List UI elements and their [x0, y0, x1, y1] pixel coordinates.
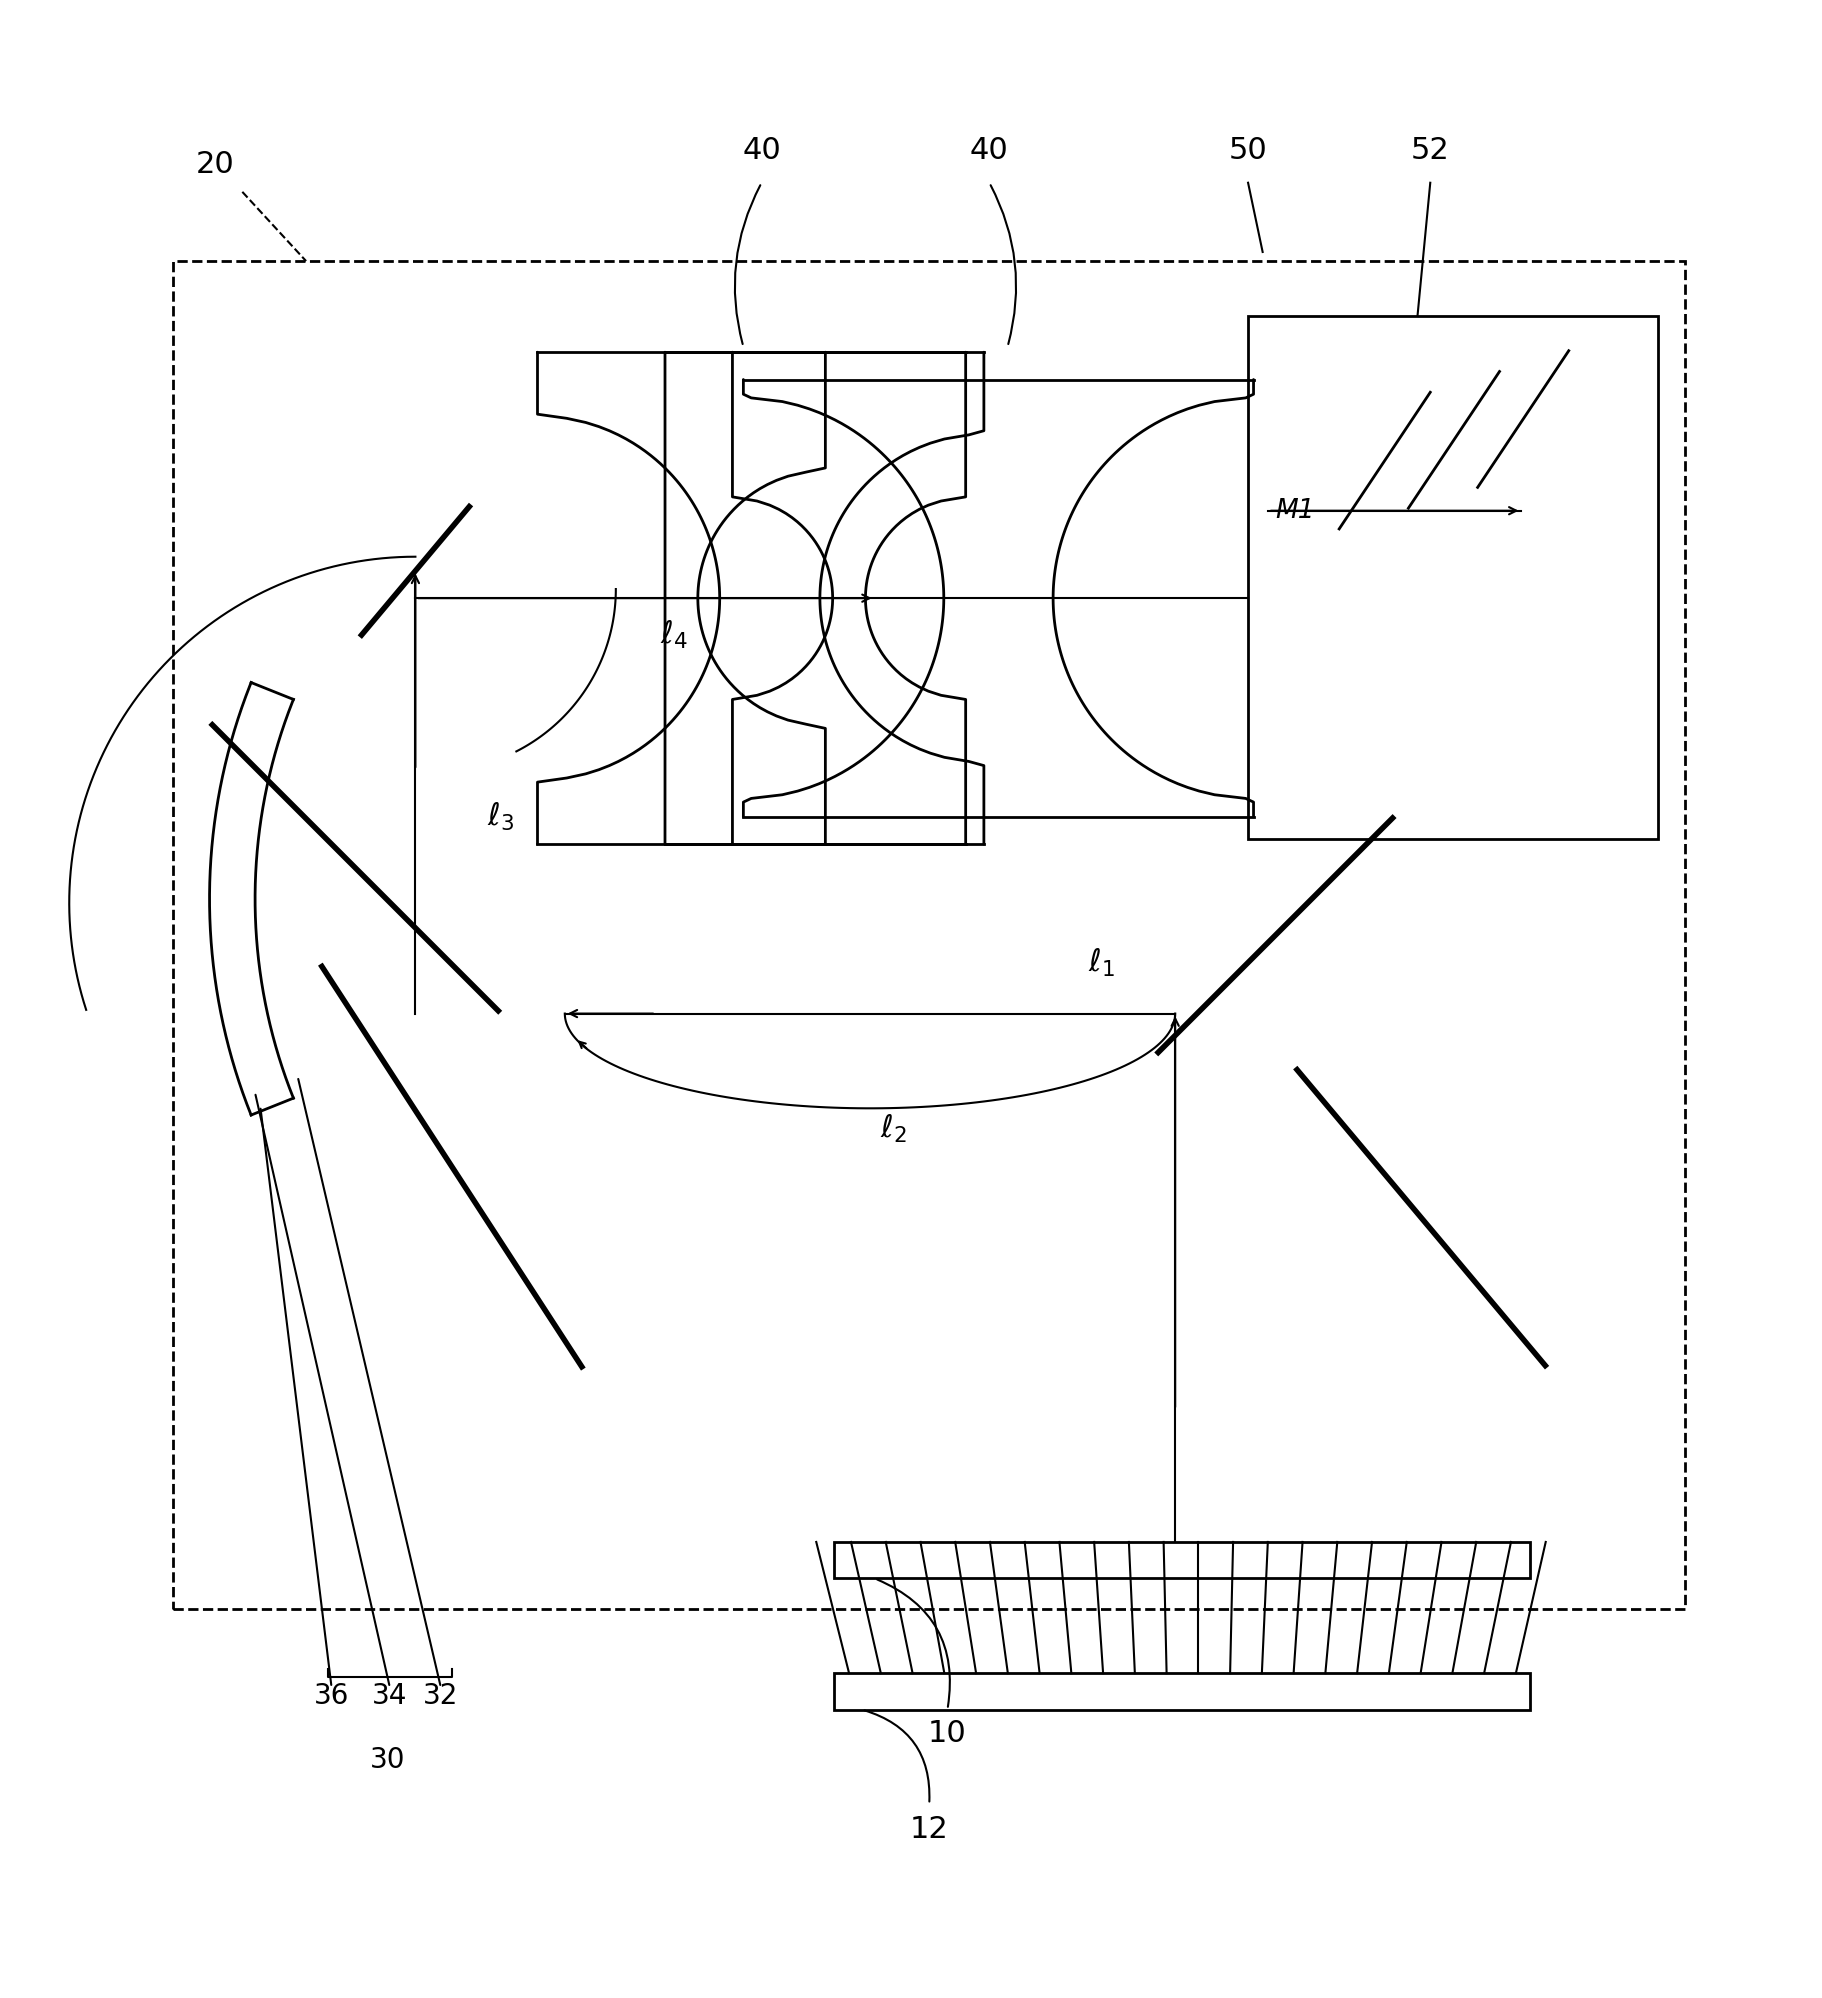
Text: $\ell_2$: $\ell_2$: [880, 1113, 906, 1145]
Text: 10: 10: [927, 1718, 967, 1748]
Bar: [834, 1542, 1530, 1578]
Text: M1: M1: [1275, 498, 1315, 523]
Bar: [173, 262, 1685, 1608]
Text: $\ell_3$: $\ell_3$: [486, 801, 514, 833]
Text: 12: 12: [909, 1816, 949, 1844]
Text: 52: 52: [1410, 136, 1450, 164]
Text: 30: 30: [370, 1746, 406, 1774]
Text: 40: 40: [742, 136, 782, 164]
Text: $\ell_4$: $\ell_4$: [660, 619, 687, 651]
Text: $\ell_1$: $\ell_1$: [1088, 947, 1115, 979]
Text: 40: 40: [969, 136, 1009, 164]
Text: 32: 32: [423, 1682, 459, 1710]
Text: 20: 20: [195, 150, 235, 180]
Text: 50: 50: [1228, 136, 1268, 164]
Bar: [1248, 316, 1658, 839]
Text: 34: 34: [372, 1682, 408, 1710]
Bar: [834, 1672, 1530, 1710]
Text: 36: 36: [313, 1682, 350, 1710]
